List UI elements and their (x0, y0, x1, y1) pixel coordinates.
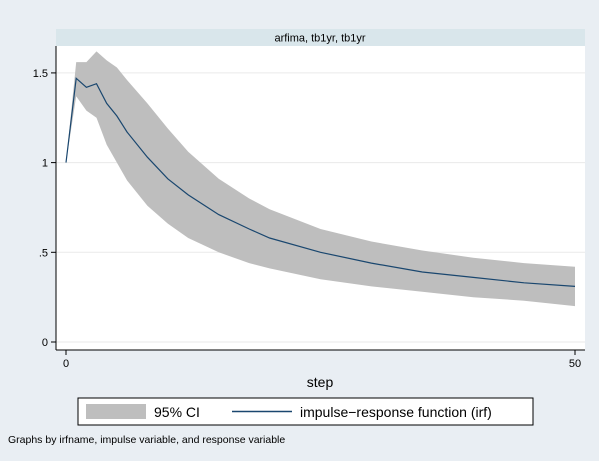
legend-label-irf: impulse−response function (irf) (300, 404, 492, 420)
panel-header (56, 29, 585, 46)
x-tick-label: 50 (569, 358, 581, 370)
x-axis-ticks: 0 50 (63, 350, 581, 370)
y-tick-label: 0 (42, 337, 48, 349)
panel-title: arfima, tb1yr, tb1yr (274, 33, 365, 45)
x-axis-title: step (307, 374, 334, 390)
legend-label-ci: 95% CI (154, 404, 200, 420)
x-tick-label: 0 (63, 358, 69, 370)
y-tick-label: 1.5 (33, 68, 48, 80)
chart-note: Graphs by irfname, impulse variable, and… (8, 434, 285, 446)
y-tick-label: .5 (39, 247, 48, 259)
irf-line (65, 77, 576, 287)
y-axis-ticks: 0 .5 1 1.5 (33, 68, 56, 349)
y-tick-label: 1 (42, 158, 48, 170)
legend-box (77, 397, 534, 426)
irf-line-layer (65, 77, 576, 287)
legend-swatch-ci (86, 404, 146, 419)
